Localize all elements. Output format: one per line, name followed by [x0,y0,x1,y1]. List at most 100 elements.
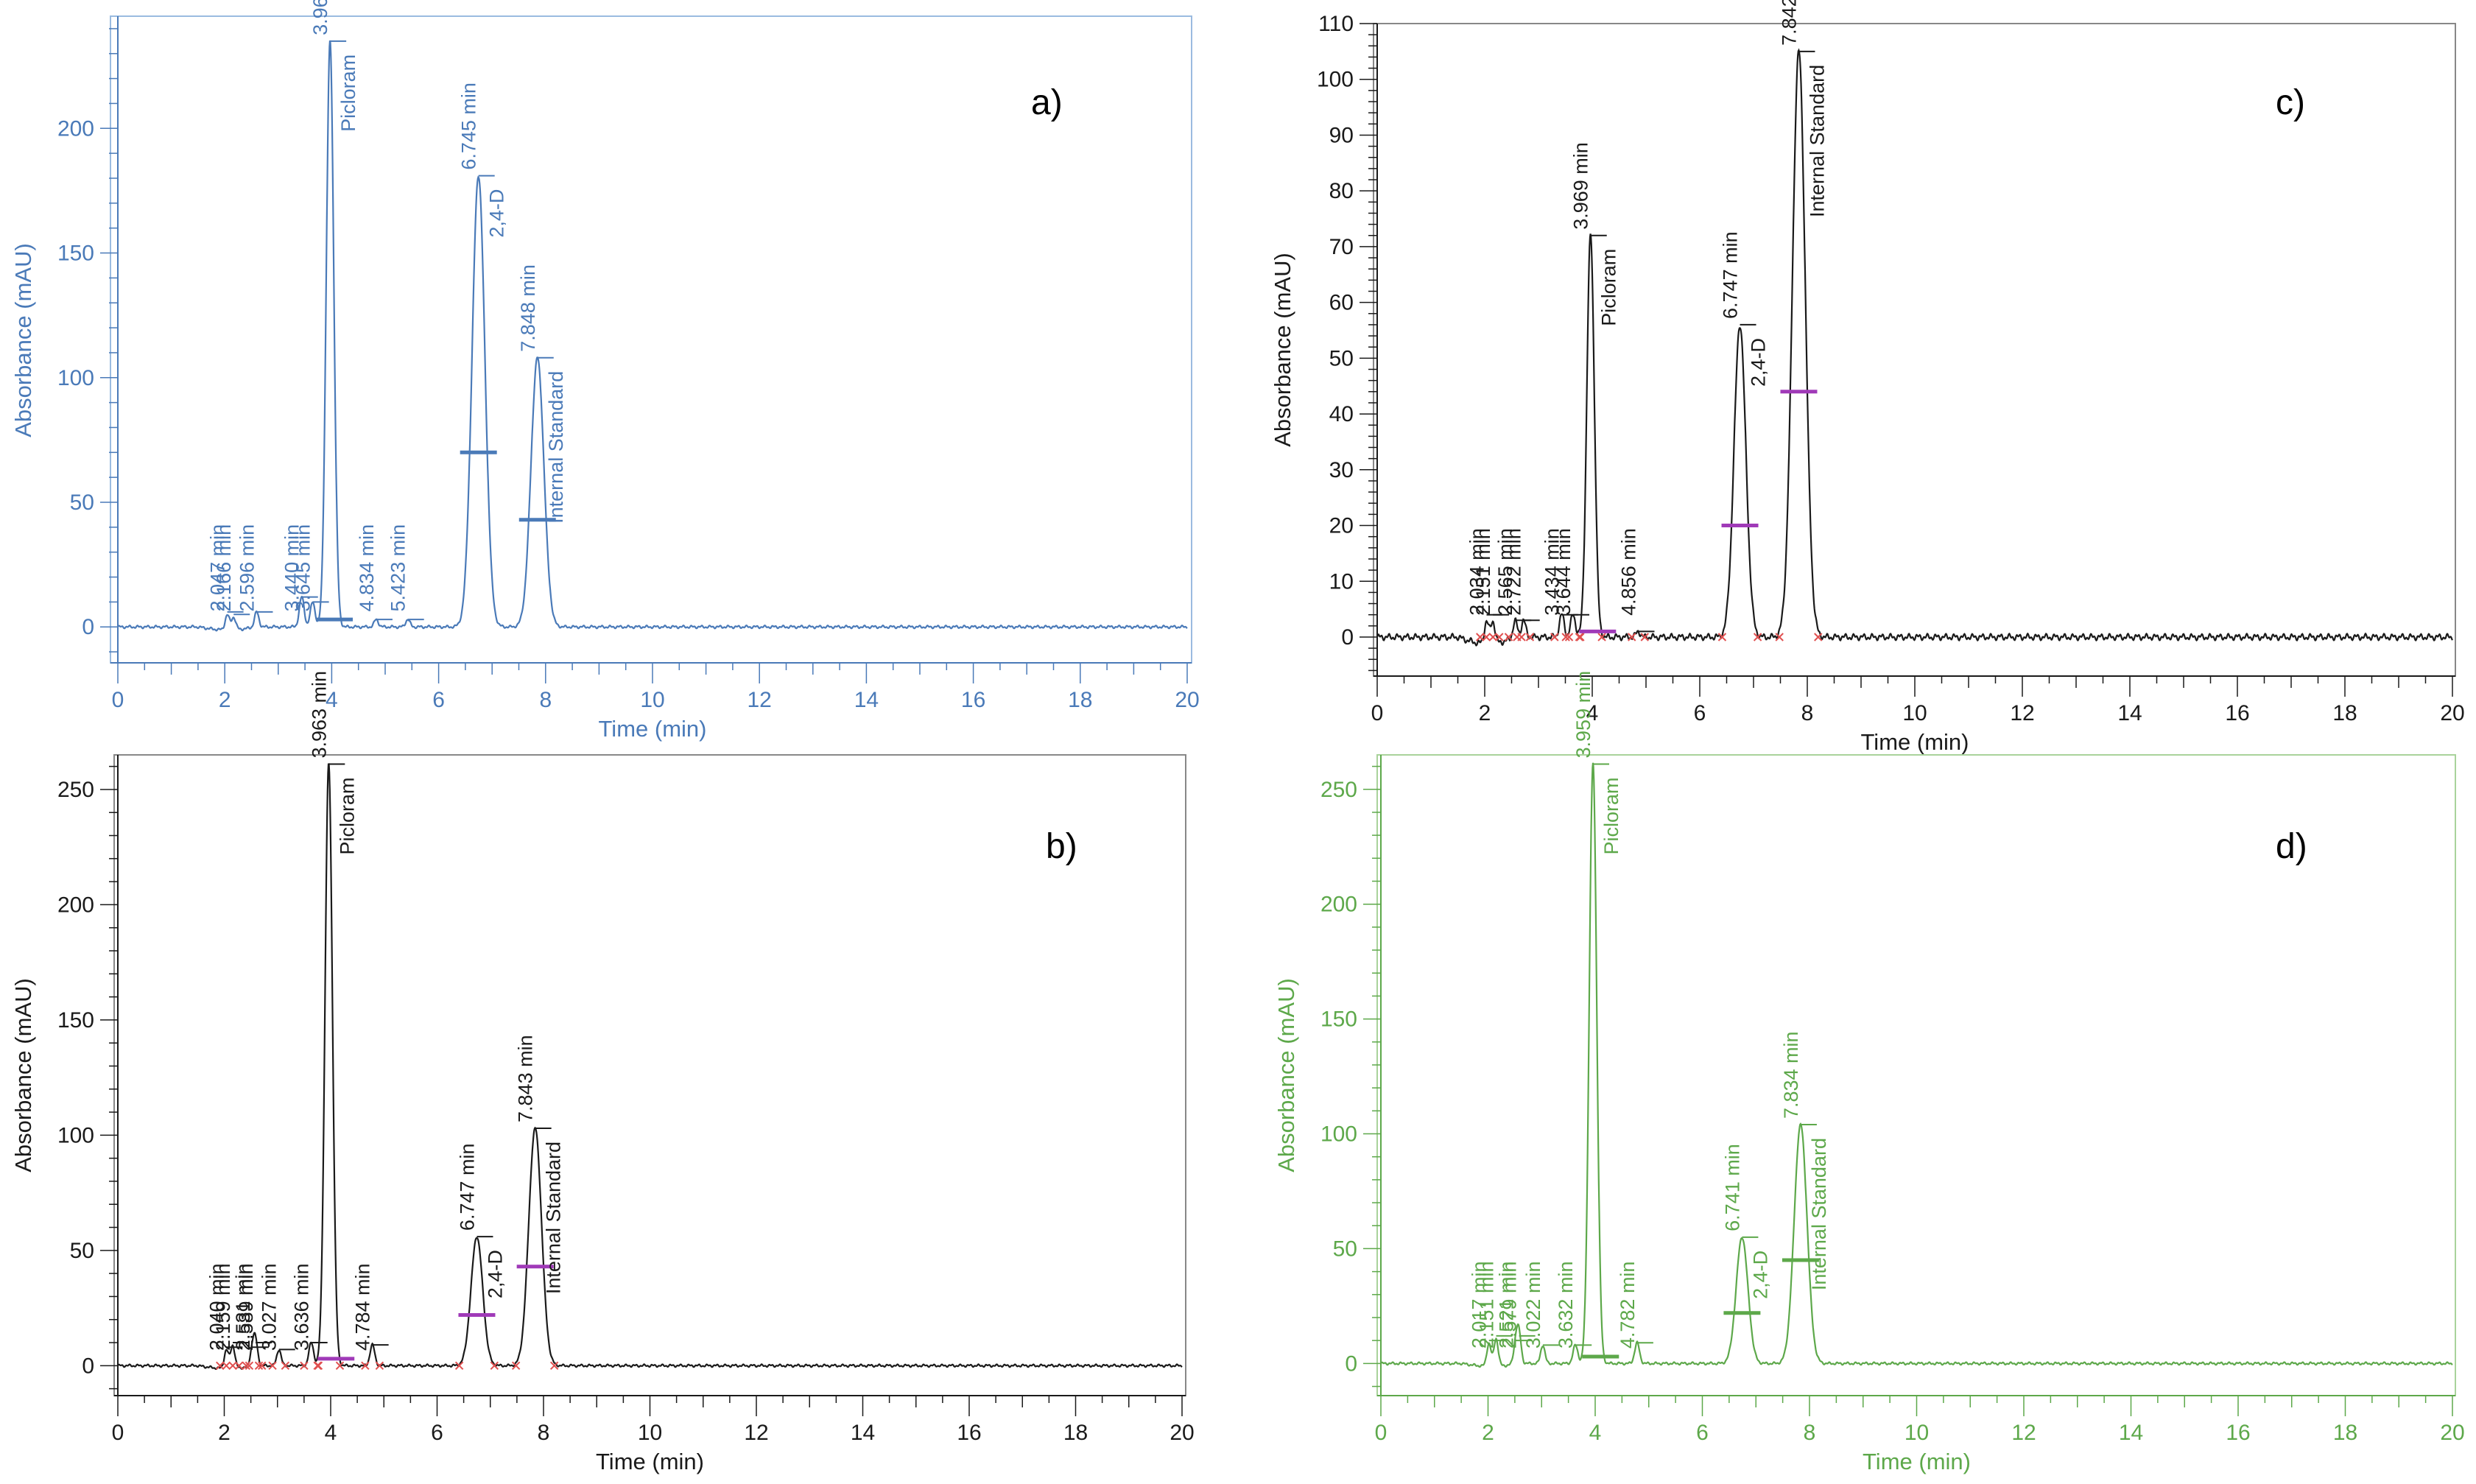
peak-rt-label: 6.747 min [456,1143,478,1231]
y-axis-label: Absorbance (mAU) [10,243,36,437]
baseline-mark [1640,633,1649,641]
baseline-mark [549,1361,559,1371]
baseline-mark [281,1361,290,1371]
x-tick-label: 8 [1801,701,1814,725]
x-tick-label: 6 [1696,1421,1709,1445]
x-tick-label: 12 [744,1421,768,1445]
y-tick-label: 70 [1329,235,1354,259]
baseline-mark [1504,633,1513,641]
peak-rt-label: 2.159 min [212,1263,234,1351]
peak-rt-label: 2.047 min [207,524,229,612]
y-tick-label: 150 [57,242,94,266]
y-tick-label: 10 [1329,569,1354,594]
x-axis-label: Time (min) [599,716,707,742]
baseline-mark [1717,633,1727,641]
y-tick-label: 0 [1345,1351,1357,1376]
x-tick-label: 6 [1694,701,1706,725]
baseline-mark [1814,633,1823,641]
peak-compound-label: 2,4-D [486,189,508,238]
baseline-mark [490,1361,499,1371]
x-tick-label: 12 [748,688,772,712]
x-tick-label: 4 [326,688,338,712]
panel-letter: d) [2276,827,2307,866]
peak-compound-label: Internal Standard [1808,1138,1830,1290]
x-tick-label: 18 [2332,701,2357,725]
x-tick-label: 8 [1804,1421,1816,1445]
baseline-mark [511,1361,521,1371]
x-tick-label: 20 [1170,1421,1194,1445]
x-tick-label: 14 [851,1421,875,1445]
y-tick-label: 200 [57,893,94,917]
x-tick-label: 0 [112,688,124,712]
baseline-mark [228,1361,237,1371]
y-tick-label: 250 [57,778,94,802]
baseline-mark [1753,633,1762,641]
peak-rt-label: 6.747 min [1720,231,1742,319]
peak-rt-label: 5.423 min [387,524,409,612]
y-tick-label: 100 [1320,1122,1357,1147]
baseline-mark [1482,633,1491,641]
x-tick-label: 16 [2225,701,2249,725]
y-tick-label: 0 [82,1354,94,1378]
y-tick-label: 250 [1320,778,1357,802]
baseline-mark [254,1361,264,1371]
x-tick-label: 8 [539,688,552,712]
x-tick-label: 18 [1063,1421,1088,1445]
y-tick-label: 100 [1317,68,1354,92]
x-tick-label: 6 [432,688,445,712]
x-tick-label: 20 [1175,688,1199,712]
baseline-mark [1513,633,1522,641]
chart-panel-0: 0 2 4 6 8 10 12 14 16 18 20 Time (min) 0 50 100 150 200 A… [10,0,1200,742]
y-tick-label: 100 [57,366,94,390]
baseline-mark [1576,633,1585,641]
peak-rt-label: 2.017 min [1469,1262,1491,1349]
peak-compound-label: Picloram [336,778,358,855]
peak-rt-label: 6.745 min [458,82,480,170]
x-tick-label: 16 [961,688,985,712]
peak-rt-label: 2.722 min [1503,528,1525,616]
peak-rt-label: 7.843 min [515,1035,537,1122]
baseline-mark [361,1361,370,1371]
x-tick-label: 4 [325,1421,337,1445]
x-tick-label: 0 [112,1421,124,1445]
x-tick-label: 10 [1902,701,1927,725]
peak-rt-label: 3.632 min [1555,1262,1577,1349]
x-tick-label: 12 [2011,1421,2036,1445]
baseline-mark [1575,633,1584,641]
baseline-mark [313,1361,322,1371]
baseline-mark [245,1361,254,1371]
peak-compound-label: Picloram [1600,777,1622,854]
panel-letter: b) [1046,827,1077,866]
x-tick-label: 14 [2117,701,2142,725]
baseline-mark [335,1361,345,1371]
peak-compound-label: Internal Standard [545,371,567,524]
peak-rt-label: 2.034 min [1466,528,1488,616]
x-tick-label: 20 [2440,1421,2464,1445]
baseline-mark [1488,633,1497,641]
peak-compound-label: Internal Standard [1806,65,1828,217]
chromatogram-trace [1380,762,2453,1368]
y-tick-label: 60 [1329,291,1354,315]
baseline-mark [300,1361,309,1371]
x-tick-label: 10 [1905,1421,1929,1445]
peak-compound-label: 2,4-D [1749,1251,1771,1299]
y-tick-label: 20 [1329,514,1354,538]
y-tick-label: 150 [1320,1007,1357,1032]
x-tick-label: 2 [219,688,231,712]
peak-rt-label: 4.834 min [356,524,378,612]
peak-rt-label: 2.596 min [236,524,258,612]
x-axis-label: Time (min) [596,1449,704,1474]
peak-rt-label: 3.969 min [309,0,331,35]
peak-rt-label: 2.589 min [235,1263,257,1351]
baseline-mark [1561,633,1570,641]
baseline-mark [1495,633,1504,641]
x-tick-label: 14 [2119,1421,2143,1445]
y-tick-label: 50 [1329,346,1354,370]
peak-rt-label: 4.782 min [1617,1262,1639,1349]
plot-frame [110,15,1192,664]
y-tick-label: 50 [1333,1237,1357,1261]
baseline-mark [1525,633,1535,641]
peak-rt-label: 3.969 min [1570,142,1592,230]
